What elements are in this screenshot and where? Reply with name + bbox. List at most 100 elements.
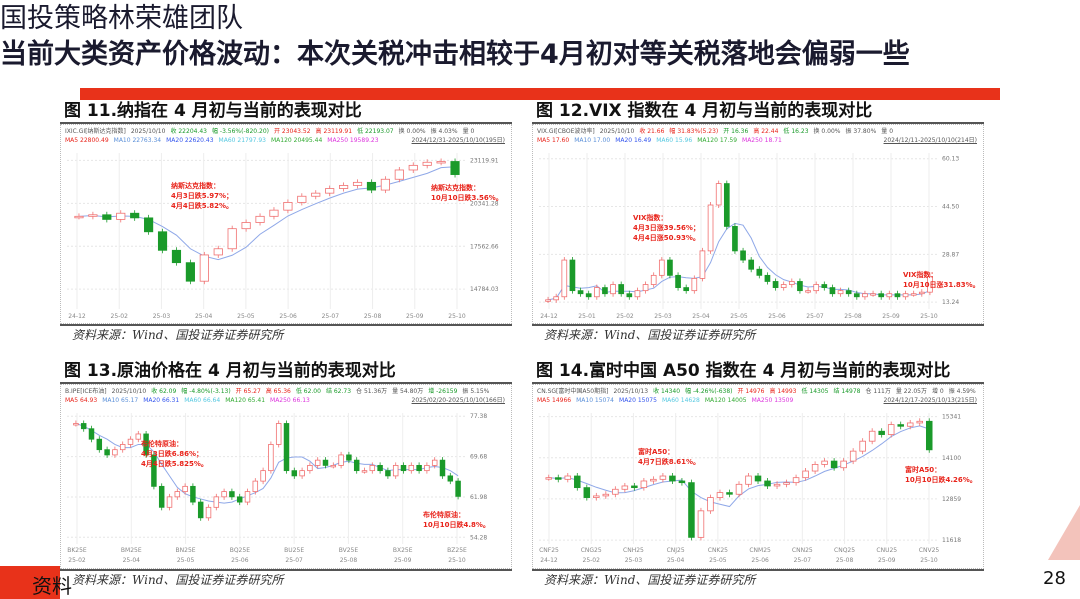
candle-body: [116, 212, 126, 220]
team-title: 国投策略林荣雄团队: [0, 3, 243, 34]
candle-body: [634, 290, 641, 298]
candle-body: [88, 214, 98, 217]
candle-body: [699, 250, 706, 279]
candle-body: [431, 459, 438, 466]
source-note: 资料来源：Wind、国投证券证券研究所: [532, 569, 984, 589]
ma-field: MA250 66.13: [270, 397, 310, 404]
chart-box: CN.SG[富时中国A50期指] 2025/10/13 收 14340 幅 -4.26…: [532, 384, 984, 569]
quote-field: 幅 -3.56%(-820.20): [212, 128, 269, 135]
ma-field: MA60 66.64: [184, 397, 221, 404]
candle-body: [213, 496, 220, 508]
candle-body: [104, 449, 110, 456]
candle-body: [631, 485, 638, 489]
x-tick-label: 25-02: [616, 313, 634, 320]
quote-field: 2025/10/10: [599, 128, 635, 135]
x-tick-label: 25-07: [285, 557, 303, 564]
chart-panel-2: 图 12.VIX 指数在 4 月初与当前的表现对比 VIX.GI[CBOE波动率…: [532, 100, 984, 344]
candle-body: [642, 284, 649, 292]
annotation-line: 4月3日涨39.56%；: [633, 224, 700, 232]
candle-body: [157, 231, 168, 251]
candle-body: [447, 475, 454, 482]
candle-body: [650, 274, 657, 285]
candle-body: [394, 169, 404, 180]
candle-body: [726, 492, 733, 495]
date-range-selector[interactable]: 2024/12/17-2025/10/13(215日): [883, 397, 977, 404]
date-range-selector[interactable]: 2024/12/31-2025/10/10(195日): [411, 137, 505, 144]
candle-body: [792, 477, 800, 484]
candle-body: [821, 460, 828, 465]
candle-body: [678, 480, 686, 484]
quote-info: IXIC.GI[纳斯达克指数] 2025/10/10 收 22204.43 幅 -3.…: [61, 125, 511, 147]
chart-panel-3: 图 13.原油价格在 4 月初与当前的表现对比 B.IPE[ICE布油] 2025…: [60, 360, 512, 589]
annotation-line: 4月7日跌8.61%。: [638, 458, 701, 466]
quote-info: VIX.GI[CBOE波动率] 2025/10/10 收 21.66 幅 31.83%…: [533, 125, 983, 147]
chart-box: B.IPE[ICE布油] 2025/10/10 收 62.09 幅 -4.80%(-3…: [60, 384, 512, 569]
candle-body: [667, 259, 673, 276]
x-tick-contract-label: CNU25: [876, 547, 897, 554]
candle-body: [252, 480, 259, 493]
annotation-line: 4月4日涨50.93%。: [633, 234, 700, 242]
candle-body: [205, 506, 212, 519]
annotation-line: 富时A50：: [638, 448, 675, 456]
candle-body: [236, 496, 243, 503]
x-tick-label: 25-05: [709, 557, 727, 564]
candle-body: [422, 161, 432, 166]
quote-field: 结 14978: [833, 388, 861, 395]
date-range-selector[interactable]: 2024/12/11-2025/10/10(214日): [883, 137, 977, 144]
candle-body: [691, 278, 698, 292]
quote-info: CN.SG[富时中国A50期指] 2025/10/13 收 14340 幅 -4.26…: [533, 385, 983, 407]
ma-field: MA20 66.31: [143, 397, 180, 404]
candle-body: [925, 420, 933, 451]
ma-field: MA250 19589.23: [327, 137, 379, 144]
ma-field: MA10 17.00: [574, 137, 611, 144]
quote-field: 开 16.36: [723, 128, 749, 135]
quote-field: 低 62.00: [295, 388, 321, 395]
x-tick-label: 25-04: [123, 557, 141, 564]
candle-body: [697, 510, 705, 538]
quote-field: 量 0: [462, 128, 475, 135]
page-number: 28: [1043, 568, 1066, 589]
quote-field: VIX.GI[CBOE波动率]: [537, 128, 595, 135]
candle-body: [311, 192, 321, 197]
quote-field: 高 65.36: [265, 388, 291, 395]
candle-body: [455, 480, 461, 497]
candle-body: [910, 293, 917, 296]
x-tick-contract-label: BQ25E: [230, 547, 250, 554]
x-tick-label: 25-09: [406, 313, 424, 320]
candle-body: [870, 293, 876, 296]
x-tick-label: 25-03: [625, 557, 643, 564]
x-tick-label: 25-05: [177, 557, 195, 564]
candlestick-chart: 77.38 69.68 61.98 54.28 BK25E 25-02 BM25E 25-04…: [67, 413, 487, 564]
date-range-selector[interactable]: 2025/02/20-2025/10/10(166日): [411, 397, 505, 404]
x-tick-contract-label: CNH25: [623, 547, 644, 554]
footer-left-text: 资料: [32, 574, 72, 598]
quote-field: 振 5.15%: [462, 388, 490, 395]
footer-red-block: [0, 566, 60, 599]
chart-annotation: VIX指数： 10月10日涨31.83%。: [903, 270, 980, 290]
y-tick-label: 60.13: [942, 156, 959, 163]
x-tick-label: 25-07: [806, 313, 824, 320]
x-tick-contract-label: CNJ25: [667, 547, 685, 554]
x-tick-contract-label: CNG25: [581, 547, 602, 554]
annotation-line: 4月3日跌5.97%；: [171, 192, 234, 200]
x-tick-label: 25-03: [153, 313, 171, 320]
candle-body: [314, 459, 321, 466]
ma-field: MA60 15.96: [656, 137, 693, 144]
quote-field: 开 65.27: [235, 388, 261, 395]
candle-body: [439, 459, 446, 477]
candle-body: [659, 475, 667, 480]
quote-field: 收 22204.43: [170, 128, 207, 135]
figure-title: 图 14.富时中国 A50 指数在 4 月初与当前的表现对比: [532, 360, 984, 384]
candle-body: [715, 183, 722, 206]
quote-field: 低 16.23: [783, 128, 809, 135]
quote-field: CN.SG[富时中国A50期指]: [537, 388, 609, 395]
candle-body: [897, 424, 904, 427]
candle-body: [585, 293, 592, 298]
y-tick-label: 13.24: [942, 299, 959, 306]
y-tick-label: 12859: [942, 496, 961, 503]
candle-body: [102, 214, 112, 220]
ma-field: MA5 22800.49: [65, 137, 109, 144]
chart-annotation: 布伦特原油： 10月10日跌4.8%。: [423, 510, 490, 530]
y-tick-label: 61.98: [470, 494, 487, 501]
annotation-line: 富时A50：: [905, 466, 942, 474]
